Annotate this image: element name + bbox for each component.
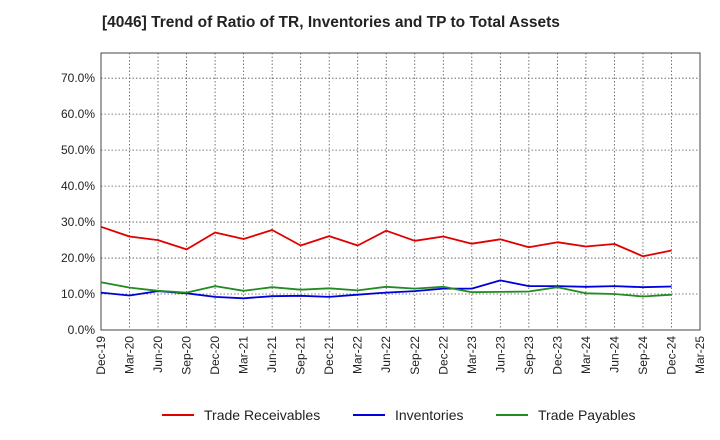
y-tick-label: 60.0% [61,107,95,121]
x-tick-label: Jun-20 [151,336,165,373]
x-tick-label: Dec-20 [208,336,222,375]
x-tick-label: Sep-22 [408,336,422,375]
x-tick-label: Mar-25 [693,336,707,374]
legend-label: Trade Receivables [204,407,320,423]
x-tick-label: Mar-24 [579,336,593,374]
plot-area [101,53,700,330]
series-line-2 [100,279,672,300]
x-tick-label: Jun-23 [493,336,507,373]
x-tick-label: Sep-20 [180,336,194,375]
y-tick-label: 20.0% [61,251,95,265]
series-line-3 [100,281,672,298]
x-tick-label: Dec-24 [664,336,678,375]
x-tick-label: Jun-24 [607,336,621,373]
x-tick-label: Mar-22 [351,336,365,374]
chart-title: [4046] Trend of Ratio of TR, Inventories… [102,14,560,31]
y-tick-label: 50.0% [61,143,95,157]
x-tick-label: Sep-24 [636,336,650,375]
x-tick-label: Dec-21 [322,336,336,375]
x-tick-label: Sep-21 [294,336,308,375]
legend-label: Trade Payables [538,407,636,423]
y-tick-label: 10.0% [61,287,95,301]
y-tick-label: 0.0% [68,323,96,337]
x-tick-label: Mar-21 [237,336,251,374]
x-tick-label: Mar-23 [465,336,479,374]
x-tick-label: Jun-22 [379,336,393,373]
plot-border [100,52,701,331]
x-tick-label: Jun-21 [265,336,279,373]
x-tick-label: Sep-23 [522,336,536,375]
x-tick-label: Mar-20 [123,336,137,374]
legend-label: Inventories [395,407,463,423]
y-tick-label: 70.0% [61,71,95,85]
x-tick-label: Dec-19 [94,336,108,375]
x-tick-label: Dec-22 [436,336,450,375]
y-tick-label: 30.0% [61,215,95,229]
series-line-1 [100,225,672,258]
x-tick-label: Dec-23 [550,336,564,375]
y-tick-label: 40.0% [61,179,95,193]
